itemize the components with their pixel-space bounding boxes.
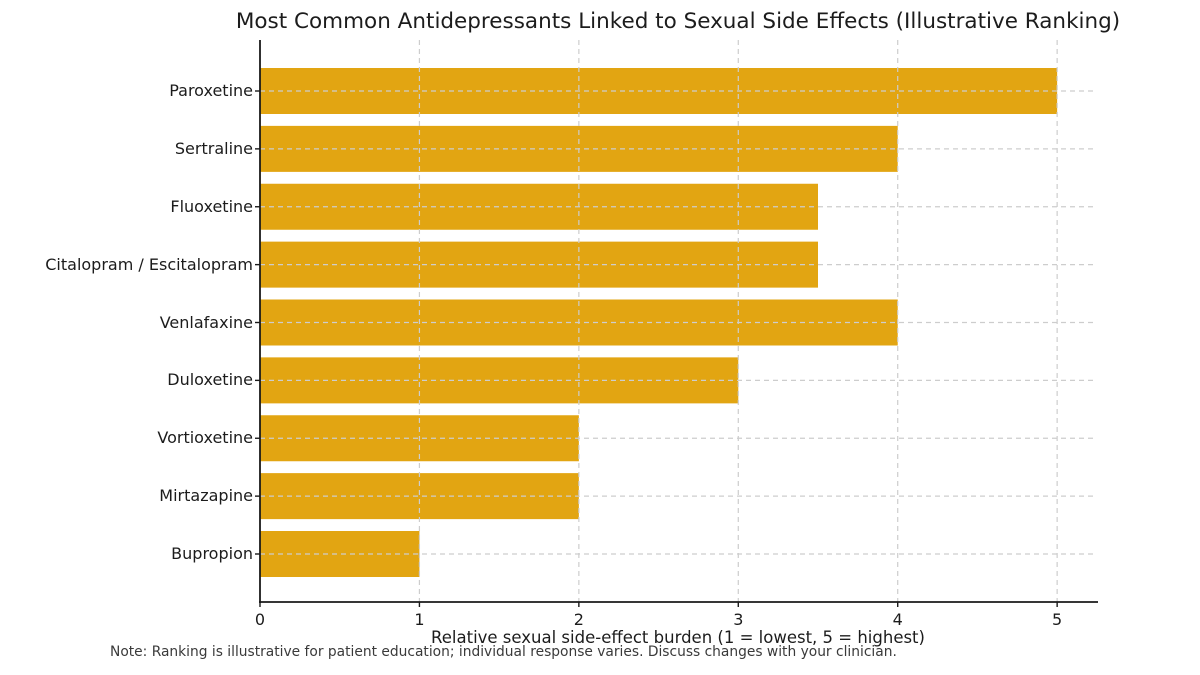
y-tick-label: Paroxetine [169,81,253,100]
y-tick-label: Fluoxetine [170,196,253,216]
x-tick-label: 4 [892,610,903,629]
chart-title: Most Common Antidepressants Linked to Se… [235,9,1121,34]
y-tick-label: Citalopram / Escitalopram [45,254,253,274]
y-tick-label: Venlafaxine [159,312,253,332]
x-tick-label: 2 [573,610,584,629]
y-tick-label: Mirtazapine [159,486,253,506]
y-tick-label: Vortioxetine [157,428,253,448]
x-axis-label: Relative sexual side-effect burden (1 = … [431,628,925,647]
x-tick-label: 0 [254,610,266,629]
y-tick-label: Duloxetine [167,370,253,390]
bar-bupropion [260,531,420,577]
x-tick-label: 1 [414,610,425,629]
x-tick-label: 5 [1052,610,1063,629]
x-tick-label: 3 [733,610,744,629]
y-tick-label: Bupropion [171,544,253,563]
y-tick-label: Sertraline [174,138,253,158]
chart-footnote: Note: Ranking is illustrative for patien… [110,644,897,660]
